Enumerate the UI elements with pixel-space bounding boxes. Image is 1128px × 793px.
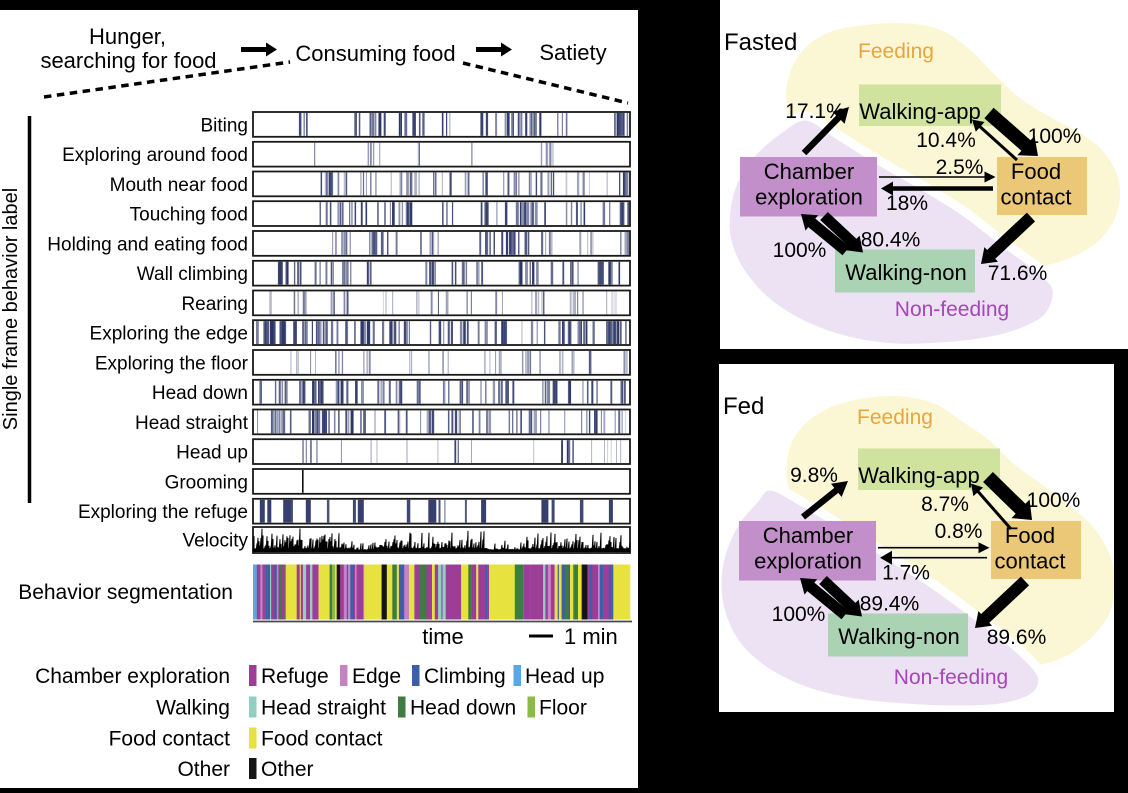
- svg-text:Holding and eating food: Holding and eating food: [47, 234, 248, 255]
- svg-text:Hunger,: Hunger,: [89, 24, 166, 49]
- svg-text:89.6%: 89.6%: [987, 626, 1047, 649]
- svg-text:100%: 100%: [1027, 489, 1081, 512]
- svg-text:80.4%: 80.4%: [861, 229, 921, 252]
- svg-text:Walking: Walking: [156, 697, 230, 720]
- svg-text:time: time: [422, 624, 464, 649]
- svg-text:89.4%: 89.4%: [860, 593, 920, 616]
- svg-text:10.4%: 10.4%: [916, 129, 976, 152]
- svg-text:Rearing: Rearing: [181, 294, 248, 315]
- svg-text:9.8%: 9.8%: [790, 464, 838, 487]
- svg-text:Non-feeding: Non-feeding: [894, 666, 1008, 689]
- svg-text:Touching food: Touching food: [130, 205, 248, 226]
- svg-text:Food contact: Food contact: [109, 728, 231, 751]
- svg-text:Exploring the refuge: Exploring the refuge: [78, 502, 248, 523]
- svg-text:Walking-app: Walking-app: [859, 99, 980, 124]
- svg-text:Edge: Edge: [352, 665, 401, 688]
- svg-text:exploration: exploration: [755, 185, 863, 210]
- svg-text:contact: contact: [995, 549, 1066, 574]
- svg-text:0.8%: 0.8%: [935, 520, 983, 543]
- svg-text:Satiety: Satiety: [539, 40, 606, 65]
- svg-text:Head straight: Head straight: [135, 413, 249, 434]
- svg-text:Head straight: Head straight: [261, 697, 386, 720]
- svg-text:Walking-non: Walking-non: [845, 260, 966, 285]
- svg-text:Chamber: Chamber: [764, 159, 854, 184]
- svg-text:2.5%: 2.5%: [936, 156, 984, 179]
- svg-text:100%: 100%: [1028, 125, 1082, 148]
- svg-text:Exploring around food: Exploring around food: [62, 145, 248, 166]
- svg-text:Wall climbing: Wall climbing: [137, 264, 248, 285]
- svg-text:Fed: Fed: [723, 393, 764, 420]
- svg-text:100%: 100%: [773, 239, 827, 262]
- svg-text:Head down: Head down: [152, 383, 248, 404]
- svg-text:Velocity: Velocity: [183, 530, 249, 551]
- svg-text:8.7%: 8.7%: [921, 493, 969, 516]
- svg-text:18%: 18%: [886, 192, 928, 215]
- svg-text:searching for food: searching for food: [40, 48, 216, 73]
- svg-text:100%: 100%: [772, 603, 826, 626]
- svg-text:Food contact: Food contact: [261, 728, 383, 751]
- svg-text:Other: Other: [177, 758, 230, 781]
- svg-text:Exploring the floor: Exploring the floor: [95, 353, 249, 374]
- svg-text:Floor: Floor: [539, 697, 587, 720]
- svg-text:Food: Food: [1011, 159, 1061, 184]
- svg-text:Head up: Head up: [176, 443, 248, 464]
- svg-text:17.1%: 17.1%: [785, 100, 845, 123]
- svg-text:Exploring the edge: Exploring the edge: [90, 324, 248, 345]
- svg-text:Non-feeding: Non-feeding: [895, 298, 1009, 321]
- svg-text:Walking-non: Walking-non: [838, 624, 959, 649]
- svg-text:Behavior segmentation: Behavior segmentation: [18, 581, 233, 604]
- svg-text:contact: contact: [1001, 185, 1072, 210]
- svg-text:Mouth near food: Mouth near food: [110, 175, 248, 196]
- svg-text:Feeding: Feeding: [857, 406, 933, 429]
- svg-text:Walking-app: Walking-app: [858, 463, 979, 488]
- svg-text:exploration: exploration: [754, 549, 862, 574]
- svg-text:Consuming food: Consuming food: [295, 41, 455, 66]
- svg-text:Food: Food: [1005, 523, 1055, 548]
- svg-text:71.6%: 71.6%: [988, 262, 1048, 285]
- svg-text:Head up: Head up: [525, 665, 604, 688]
- svg-text:Biting: Biting: [200, 115, 248, 136]
- svg-text:Head down: Head down: [410, 697, 516, 720]
- svg-text:1 min: 1 min: [564, 624, 618, 649]
- svg-text:Other: Other: [261, 758, 314, 781]
- svg-text:1.7%: 1.7%: [882, 562, 930, 585]
- svg-text:Fasted: Fasted: [724, 29, 797, 56]
- svg-text:Feeding: Feeding: [858, 40, 934, 63]
- svg-text:Refuge: Refuge: [261, 665, 329, 688]
- svg-text:Grooming: Grooming: [165, 472, 248, 493]
- svg-text:Single frame behavior label: Single frame behavior label: [0, 188, 22, 430]
- svg-text:Chamber exploration: Chamber exploration: [35, 665, 230, 688]
- svg-text:Climbing: Climbing: [424, 665, 506, 688]
- svg-text:Chamber: Chamber: [763, 523, 853, 548]
